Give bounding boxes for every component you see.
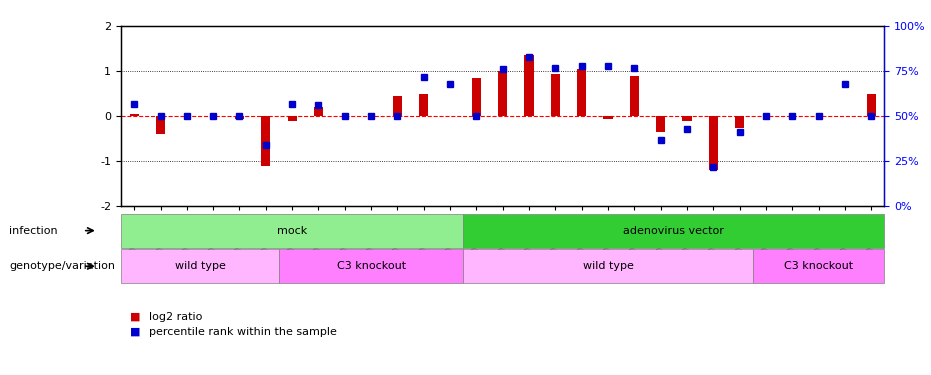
Bar [735,116,744,128]
Text: mock: mock [277,226,307,236]
Bar [867,94,876,116]
Bar [235,116,244,118]
Text: C3 knockout: C3 knockout [784,261,853,271]
Bar [708,116,718,170]
Bar [129,114,139,116]
Text: genotype/variation: genotype/variation [9,261,115,271]
Text: adenovirus vector: adenovirus vector [624,226,724,236]
Bar [682,116,692,121]
Bar [629,76,639,116]
Bar [288,116,297,121]
Bar [498,71,507,116]
Text: wild type: wild type [175,261,225,271]
Bar [155,116,165,134]
Bar [577,69,587,116]
Text: log2 ratio: log2 ratio [149,312,202,322]
Text: ■: ■ [130,312,141,322]
Bar [656,116,666,132]
Bar [472,78,481,116]
Text: wild type: wild type [583,261,633,271]
Bar [393,96,402,116]
Bar [524,56,533,116]
Bar [262,116,270,166]
Bar [551,74,560,116]
Text: C3 knockout: C3 knockout [336,261,406,271]
Bar [419,94,428,116]
Bar [314,107,323,116]
Bar [603,116,613,118]
Text: percentile rank within the sample: percentile rank within the sample [149,327,337,337]
Text: infection: infection [9,226,58,236]
Text: ■: ■ [130,327,141,337]
